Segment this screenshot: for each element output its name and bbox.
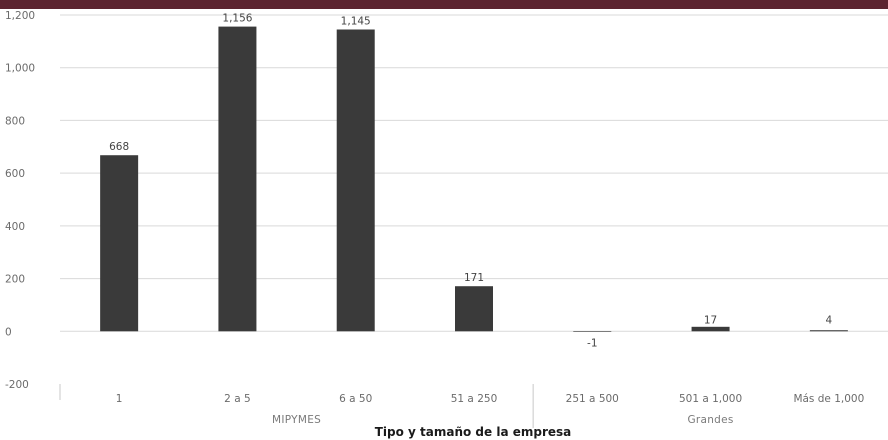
x-axis-title: Tipo y tamaño de la empresa xyxy=(375,425,572,439)
data-label: -1 xyxy=(587,337,597,349)
y-tick-label: 400 xyxy=(5,221,25,233)
bar xyxy=(691,326,730,332)
y-axis-tick-labels: -200 0 200 400 600 800 1,000 1,200 xyxy=(5,10,35,391)
data-label: 1,145 xyxy=(341,15,371,27)
x-tick-label: 1 xyxy=(116,393,123,405)
y-tick-label: 0 xyxy=(5,326,12,338)
top-band xyxy=(0,0,888,9)
bar xyxy=(455,286,493,332)
data-label: 1,156 xyxy=(222,13,252,25)
bars xyxy=(100,26,848,332)
bar xyxy=(100,155,139,332)
x-tick-label: 51 a 250 xyxy=(451,393,498,405)
bar xyxy=(809,330,848,332)
y-tick-label: 1,200 xyxy=(5,10,35,22)
y-tick-label: 600 xyxy=(5,168,25,180)
x-group-label: MIPYMES xyxy=(272,414,321,426)
bar xyxy=(573,331,612,332)
x-tick-label: 6 a 50 xyxy=(339,393,372,405)
x-group-label: Grandes xyxy=(687,414,733,426)
x-tick-label: Más de 1,000 xyxy=(793,393,864,405)
y-tick-label: 800 xyxy=(5,115,25,127)
data-label: 171 xyxy=(464,272,484,284)
x-tick-label: 501 a 1,000 xyxy=(679,393,742,405)
x-tick-label: 2 a 5 xyxy=(224,393,250,405)
y-tick-label: 1,000 xyxy=(5,63,35,75)
data-label: 4 xyxy=(826,314,833,326)
bar xyxy=(218,26,257,332)
x-axis: 1 2 a 5 6 a 50 51 a 250 251 a 500 501 a 1,000… xyxy=(59,384,864,428)
data-labels: 668 1,156 1,145 171 -1 17 4 xyxy=(109,13,832,350)
y-tick-label: -200 xyxy=(5,379,29,391)
x-tick-label: 251 a 500 xyxy=(566,393,619,405)
grid-lines xyxy=(60,14,888,332)
data-label: 17 xyxy=(704,314,717,326)
y-tick-label: 200 xyxy=(5,274,25,286)
bar xyxy=(336,29,375,332)
data-label: 668 xyxy=(109,141,129,153)
